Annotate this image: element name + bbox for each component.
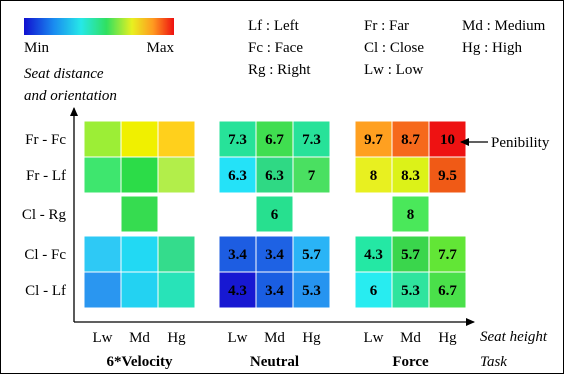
- cell-value-force-fr-lf-lw: 8: [370, 168, 378, 184]
- col-label-neutral-md: Md: [264, 330, 285, 346]
- cell-value-neutral-cl-fc-lw: 3.4: [228, 247, 247, 263]
- cell-6-velocity-fr-fc-hg: [157, 120, 196, 158]
- heatmap-cells: 7.3 6.7 7.3 6.3 6.3 7 6 3.4 3.4 5.7 4.3 3.4 5.3 9.7 8.…: [83, 120, 467, 309]
- abbrev-fr: Fr : Far: [364, 18, 409, 34]
- cell-value-neutral-cl-lf-md: 3.4: [265, 283, 284, 299]
- cell-6-velocity-fr-fc-md: [120, 120, 159, 158]
- cell-force-fr-lf-hg: [428, 156, 467, 194]
- cell-value-neutral-cl-lf-lw: 4.3: [228, 283, 247, 299]
- scale-min-label: Min: [24, 40, 50, 56]
- cell-value-force-fr-fc-hg: 10: [440, 132, 455, 148]
- abbreviation-legend: Lf : Left Fc : Face Rg : Right Fr : Far Cl :…: [248, 18, 546, 78]
- cell-force-fr-lf-lw: [354, 156, 393, 194]
- group-label-force: Force: [392, 354, 429, 370]
- cell-value-neutral-fr-fc-hg: 7.3: [302, 132, 321, 148]
- cell-6-velocity-fr-lf-md: [120, 156, 159, 194]
- group-label-6-velocity: 6*Velocity: [106, 354, 173, 370]
- abbrev-lf: Lf : Left: [248, 18, 300, 34]
- y-axis-label-line-1: Seat distance: [24, 66, 104, 82]
- cell-6-velocity-cl-rg-md: [120, 195, 159, 233]
- cell-value-force-cl-fc-lw: 4.3: [364, 247, 383, 263]
- cell-neutral-cl-fc-md: [255, 235, 294, 273]
- row-label-cl-rg: Cl - Rg: [22, 207, 67, 223]
- cell-6-velocity-cl-lf-lw: [83, 271, 122, 309]
- y-axis-label: Seat distance and orientation: [24, 66, 117, 104]
- abbrev-rg: Rg : Right: [248, 62, 311, 78]
- cell-value-neutral-cl-fc-hg: 5.7: [302, 247, 321, 263]
- abbrev-lw: Lw : Low: [364, 62, 423, 78]
- cell-value-force-cl-rg-md: 8: [407, 207, 415, 223]
- abbrev-hg: Hg : High: [462, 40, 523, 56]
- col-label-force-md: Md: [400, 330, 421, 346]
- cell-value-neutral-fr-lf-hg: 7: [308, 168, 316, 184]
- col-label-6-velocity-hg: Hg: [167, 330, 186, 346]
- cell-value-force-fr-fc-lw: 9.7: [364, 132, 383, 148]
- abbrev-cl: Cl : Close: [364, 40, 424, 56]
- cell-value-force-fr-lf-md: 8.3: [401, 168, 420, 184]
- col-label-6-velocity-md: Md: [129, 330, 150, 346]
- cell-6-velocity-fr-lf-hg: [157, 156, 196, 194]
- cell-neutral-cl-lf-hg: [292, 271, 331, 309]
- cell-neutral-cl-lf-md: [255, 271, 294, 309]
- cell-force-cl-rg-md: [391, 195, 430, 233]
- column-labels: Lw Md Hg Lw Md Hg Lw Md Hg: [93, 330, 458, 346]
- cell-value-force-cl-lf-lw: 6: [370, 283, 378, 299]
- cell-force-cl-lf-hg: [428, 271, 467, 309]
- col-label-6-velocity-lw: Lw: [93, 330, 113, 346]
- row-label-fr-fc: Fr - Fc: [25, 132, 66, 148]
- cell-value-neutral-cl-rg-md: 6: [271, 207, 279, 223]
- abbrev-md: Md : Medium: [462, 18, 546, 34]
- row-labels: Fr - Fc Fr - Lf Cl - Rg Cl - Fc Cl - Lf: [22, 132, 67, 299]
- cell-6-velocity-cl-lf-md: [120, 271, 159, 309]
- group-label-neutral: Neutral: [250, 354, 299, 370]
- cell-value-force-fr-fc-md: 8.7: [401, 132, 420, 148]
- y-axis-label-line-2: and orientation: [24, 88, 117, 104]
- cell-value-neutral-cl-fc-md: 3.4: [265, 247, 284, 263]
- scale-max-label: Max: [147, 40, 175, 56]
- cell-neutral-fr-lf-lw: [218, 156, 257, 194]
- cell-value-neutral-cl-lf-hg: 5.3: [302, 283, 321, 299]
- col-label-force-lw: Lw: [364, 330, 384, 346]
- row-label-cl-fc: Cl - Fc: [24, 247, 66, 263]
- group-labels: 6*Velocity Neutral Force: [106, 354, 429, 370]
- cell-6-velocity-fr-fc-lw: [83, 120, 122, 158]
- row-label-cl-lf: Cl - Lf: [25, 283, 66, 299]
- cell-neutral-cl-rg-md: [255, 195, 294, 233]
- cell-neutral-fr-lf-md: [255, 156, 294, 194]
- row-label-fr-lf: Fr - Lf: [26, 168, 66, 184]
- col-label-neutral-hg: Hg: [302, 330, 321, 346]
- cell-neutral-cl-lf-lw: [218, 271, 257, 309]
- cell-value-force-cl-lf-md: 5.3: [401, 283, 420, 299]
- cell-value-force-cl-fc-hg: 7.7: [438, 247, 457, 263]
- cell-force-fr-lf-md: [391, 156, 430, 194]
- cell-value-neutral-fr-lf-lw: 6.3: [228, 168, 247, 184]
- cell-neutral-fr-fc-lw: [218, 120, 257, 158]
- cell-6-velocity-cl-lf-hg: [157, 271, 196, 309]
- cell-6-velocity-fr-lf-lw: [83, 156, 122, 194]
- col-label-neutral-lw: Lw: [228, 330, 248, 346]
- cell-6-velocity-cl-fc-lw: [83, 235, 122, 273]
- penibility-annotation: Penibility: [491, 135, 550, 151]
- cell-value-neutral-fr-lf-md: 6.3: [265, 168, 284, 184]
- cell-6-velocity-cl-fc-hg: [157, 235, 196, 273]
- col-label-force-hg: Hg: [438, 330, 457, 346]
- cell-value-neutral-fr-fc-lw: 7.3: [228, 132, 247, 148]
- cell-neutral-fr-fc-hg: [292, 120, 331, 158]
- abbrev-fc: Fc : Face: [248, 40, 303, 56]
- cell-value-force-cl-lf-hg: 6.7: [438, 283, 457, 299]
- cell-value-neutral-fr-fc-md: 6.7: [265, 132, 284, 148]
- cell-force-cl-lf-lw: [354, 271, 393, 309]
- cell-force-cl-fc-md: [391, 235, 430, 273]
- task-label: Task: [480, 354, 507, 370]
- cell-value-force-cl-fc-md: 5.7: [401, 247, 420, 263]
- cell-6-velocity-cl-fc-md: [120, 235, 159, 273]
- x-axis-label: Seat height: [480, 329, 548, 345]
- cell-value-force-fr-lf-hg: 9.5: [438, 168, 457, 184]
- color-scale-bar: [24, 18, 174, 35]
- cell-neutral-fr-lf-hg: [292, 156, 331, 194]
